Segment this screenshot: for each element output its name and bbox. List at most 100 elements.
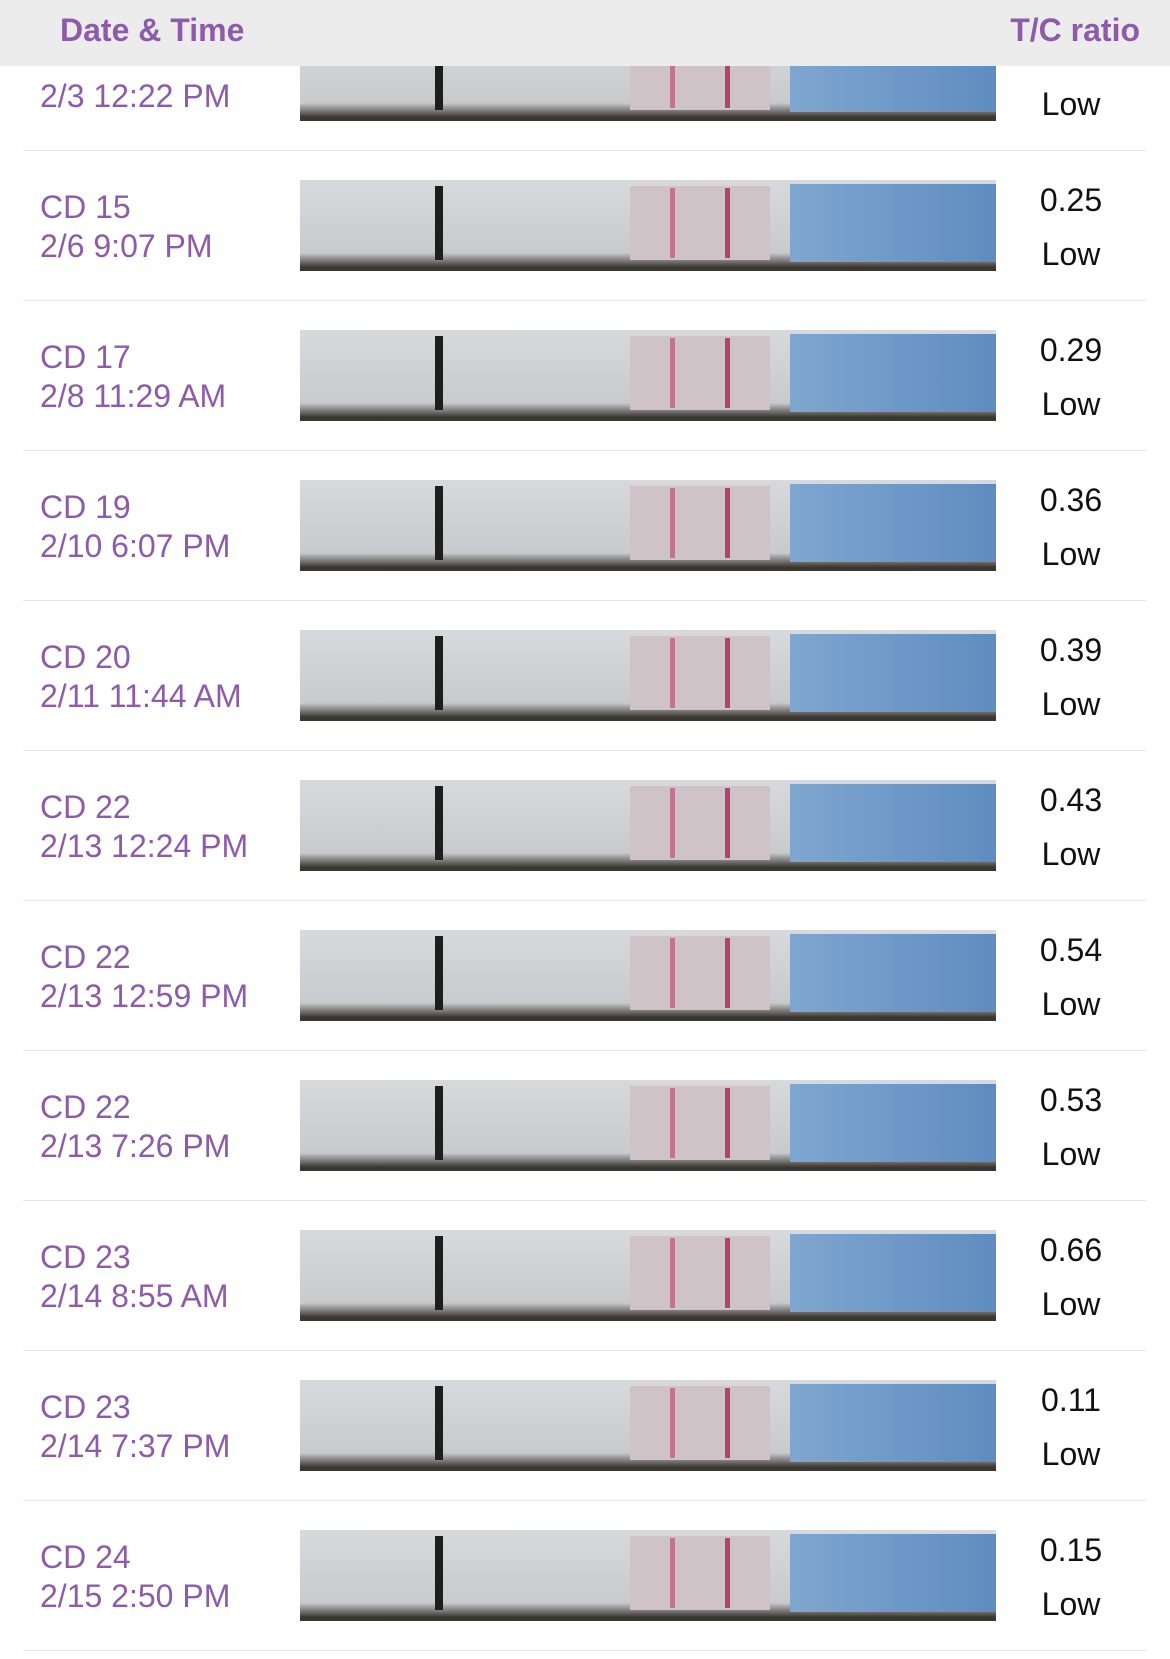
control-line <box>725 1238 730 1308</box>
date-time: 2/14 7:37 PM <box>40 1428 231 1464</box>
strip-handle <box>790 934 996 1012</box>
result: Low <box>1041 86 1101 122</box>
control-line <box>725 338 730 408</box>
strip-window <box>630 1236 770 1310</box>
strip-window <box>630 336 770 410</box>
strip-marker <box>435 186 443 260</box>
strip-handle <box>790 1234 996 1312</box>
strip-window <box>630 1086 770 1160</box>
cycle-day: CD 22 <box>40 1089 131 1125</box>
control-line <box>725 1088 730 1158</box>
test-line <box>670 788 675 858</box>
cycle-day: CD 23 <box>40 1389 131 1425</box>
separator <box>23 150 1146 151</box>
test-row[interactable]: CD 22 2/13 12:59 PM 0.54 Low <box>0 901 1170 1051</box>
cycle-day: CD 23 <box>40 1239 131 1275</box>
test-strip-image <box>300 180 996 271</box>
cycle-day: CD 15 <box>40 189 131 225</box>
strip-window <box>630 186 770 260</box>
test-strip-image <box>300 930 996 1021</box>
strip-marker <box>435 1236 443 1310</box>
control-line <box>725 38 730 108</box>
test-strip-image <box>300 1080 996 1171</box>
test-row[interactable]: CD 22 2/13 12:24 PM 0.43 Low <box>0 751 1170 901</box>
separator <box>23 900 1146 901</box>
result: Low <box>1041 1286 1101 1322</box>
strip-marker <box>435 1386 443 1460</box>
tc-ratio: 0.39 <box>1039 632 1103 668</box>
strip-window <box>630 486 770 560</box>
strip-marker <box>435 1536 443 1610</box>
strip-handle <box>790 184 996 262</box>
separator <box>23 1500 1146 1501</box>
control-line <box>725 1388 730 1458</box>
strip-marker <box>435 336 443 410</box>
test-row[interactable]: CD 20 2/11 11:44 AM 0.39 Low <box>0 601 1170 751</box>
test-strip-image <box>300 630 996 721</box>
strip-window <box>630 1386 770 1460</box>
result: Low <box>1041 386 1101 422</box>
tc-ratio: 0.53 <box>1039 1082 1103 1118</box>
test-row[interactable]: CD 24 2/15 2:50 PM 0.15 Low <box>0 1501 1170 1651</box>
date-time: 2/13 7:26 PM <box>40 1128 231 1164</box>
strip-marker <box>435 486 443 560</box>
test-line <box>670 1538 675 1608</box>
separator <box>23 450 1146 451</box>
test-strip-image <box>300 330 996 421</box>
strip-marker <box>435 36 443 110</box>
tc-ratio: 0.25 <box>1039 182 1103 218</box>
result: Low <box>1041 686 1101 722</box>
separator <box>23 1050 1146 1051</box>
date-time: 2/3 12:22 PM <box>40 78 231 114</box>
test-strip-image <box>300 480 996 571</box>
date-time: 2/13 12:59 PM <box>40 978 249 1014</box>
strip-handle <box>790 634 996 712</box>
separator <box>23 1350 1146 1351</box>
separator <box>23 600 1146 601</box>
cycle-day: CD 24 <box>40 1539 131 1575</box>
result: Low <box>1041 986 1101 1022</box>
separator <box>23 1200 1146 1201</box>
date-time: 2/13 12:24 PM <box>40 828 249 864</box>
test-line <box>670 488 675 558</box>
result: Low <box>1041 836 1101 872</box>
separator <box>23 750 1146 751</box>
result: Low <box>1041 1586 1101 1622</box>
tc-ratio: 0.29 <box>1039 332 1103 368</box>
strip-window <box>630 786 770 860</box>
test-line <box>670 1088 675 1158</box>
strip-handle <box>790 1384 996 1462</box>
test-row[interactable]: CD 23 2/14 7:37 PM 0.11 Low <box>0 1351 1170 1501</box>
test-row[interactable]: CD 22 2/13 7:26 PM 0.53 Low <box>0 1051 1170 1201</box>
strip-handle <box>790 334 996 412</box>
test-strip-image <box>300 780 996 871</box>
test-strip-image <box>300 1530 996 1621</box>
tc-ratio: 0.43 <box>1039 782 1103 818</box>
test-line <box>670 1238 675 1308</box>
separator <box>23 300 1146 301</box>
tc-ratio: 0.54 <box>1039 932 1103 968</box>
test-row[interactable]: CD 23 2/14 8:55 AM 0.66 Low <box>0 1201 1170 1351</box>
ratio-header: T/C ratio <box>1010 12 1140 48</box>
cycle-day: CD 19 <box>40 489 131 525</box>
cycle-day: CD 22 <box>40 789 131 825</box>
strip-handle <box>790 484 996 562</box>
tc-ratio: 0.15 <box>1039 1532 1103 1568</box>
strip-marker <box>435 1086 443 1160</box>
cycle-day: CD 22 <box>40 939 131 975</box>
control-line <box>725 188 730 258</box>
test-row[interactable]: CD 17 2/8 11:29 AM 0.29 Low <box>0 301 1170 451</box>
strip-window <box>630 1536 770 1610</box>
date-time: 2/11 11:44 AM <box>40 678 242 714</box>
tc-ratio: 0.36 <box>1039 482 1103 518</box>
test-row[interactable]: CD 15 2/6 9:07 PM 0.25 Low <box>0 151 1170 301</box>
test-strip-image <box>300 1380 996 1471</box>
strip-handle <box>790 784 996 862</box>
result: Low <box>1041 1136 1101 1172</box>
result: Low <box>1041 236 1101 272</box>
date-time: 2/15 2:50 PM <box>40 1578 231 1614</box>
test-row[interactable]: CD 19 2/10 6:07 PM 0.36 Low <box>0 451 1170 601</box>
date-time: 2/8 11:29 AM <box>40 378 227 414</box>
